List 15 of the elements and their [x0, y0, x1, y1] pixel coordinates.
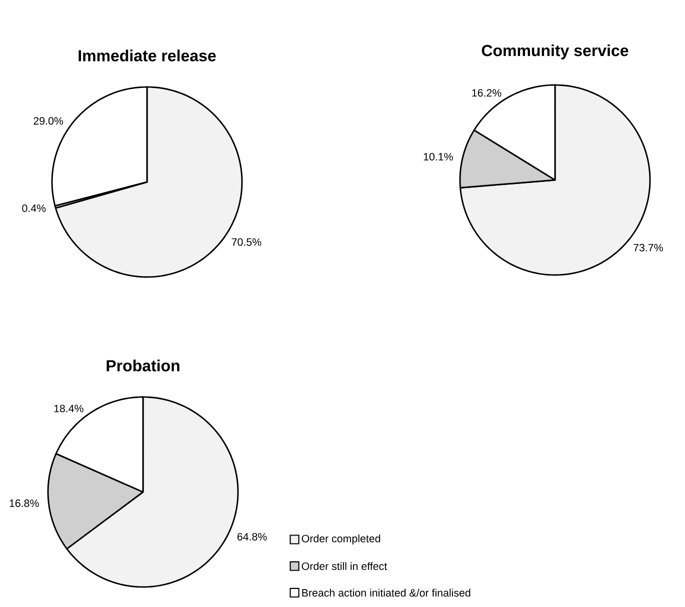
legend-label: Breach action initiated &/or finalised — [302, 588, 470, 597]
data-label: 29.0% — [34, 117, 64, 125]
legend-label: Order completed — [302, 534, 380, 544]
data-label: 0.4% — [22, 204, 46, 212]
data-label: 16.8% — [10, 499, 39, 507]
data-label: 73.7% — [634, 244, 663, 252]
data-label: 64.8% — [237, 532, 267, 541]
data-label: 70.5% — [232, 238, 262, 246]
chart-title: Immediate release — [78, 50, 216, 62]
data-label: 16.2% — [472, 89, 502, 97]
legend-label: Order still in effect — [302, 562, 388, 570]
chart-title: Community service — [482, 44, 628, 60]
chart-title: Probation — [106, 360, 180, 372]
data-label: 10.1% — [424, 152, 453, 160]
data-label: 18.4% — [54, 404, 84, 412]
